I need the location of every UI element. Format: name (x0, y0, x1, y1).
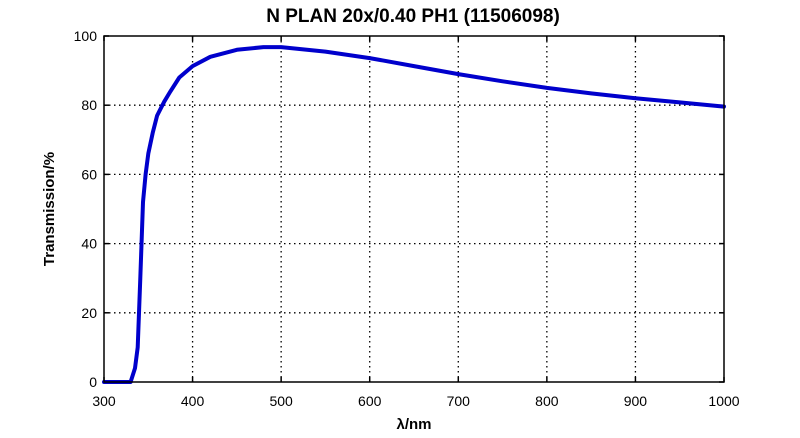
y-tick-label: 80 (81, 97, 97, 113)
chart-title: N PLAN 20x/0.40 PH1 (11506098) (266, 6, 560, 27)
x-tick-labels: 300 400 500 600 700 800 900 1000 (92, 393, 739, 409)
y-tick-labels: 0 20 40 60 80 100 (74, 28, 98, 390)
x-tick-label: 700 (447, 393, 471, 409)
y-tick-label: 40 (81, 236, 97, 252)
y-tick-label: 0 (89, 374, 97, 390)
x-tick-label: 500 (269, 393, 293, 409)
y-axis-label: Transmission/% (41, 152, 58, 266)
x-tick-label: 300 (92, 393, 116, 409)
plot-area-frame (103, 35, 725, 383)
y-tick-label: 60 (81, 166, 97, 182)
grid-lines (104, 36, 724, 382)
axis-ticks (103, 35, 725, 383)
x-axis-label: λ/nm (396, 416, 431, 433)
y-tick-label: 100 (74, 28, 98, 44)
x-tick-label: 600 (358, 393, 382, 409)
x-tick-label: 400 (181, 393, 205, 409)
y-tick-label: 20 (81, 305, 97, 321)
x-tick-label: 800 (535, 393, 559, 409)
transmission-curve (102, 45, 726, 384)
x-tick-label: 900 (624, 393, 648, 409)
x-tick-label: 1000 (708, 393, 739, 409)
